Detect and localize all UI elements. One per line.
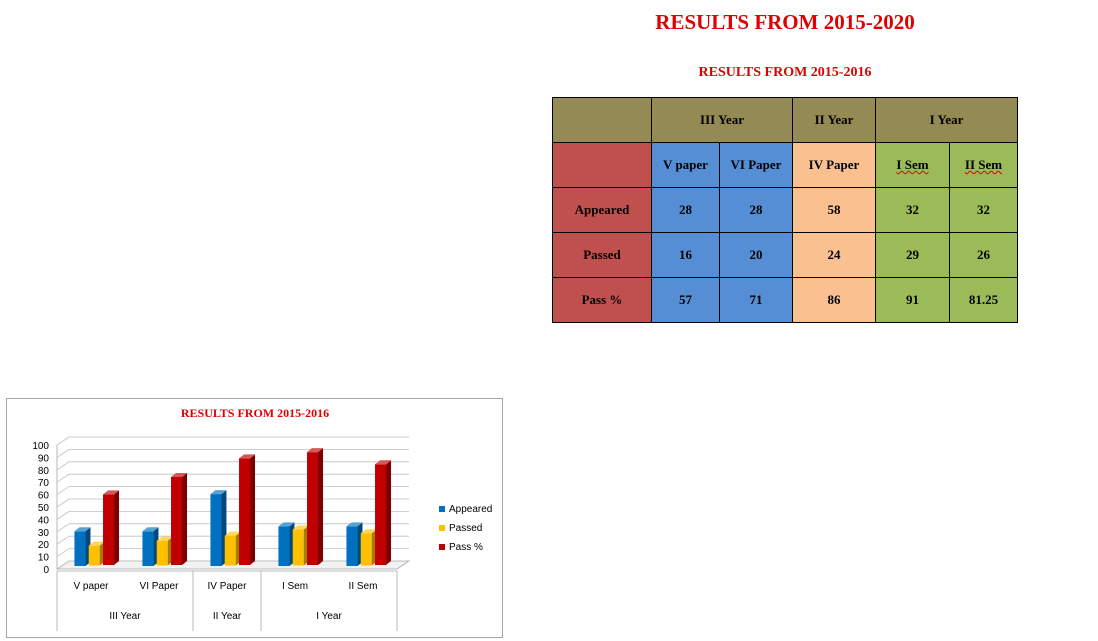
legend-label: Appeared [449,504,492,515]
cell-pass-percent-i-sem: 91 [875,277,950,323]
group-header-i-year: I Year [875,97,1018,143]
x-tick-label-v-paper: V paper [73,581,109,592]
row-header-blank-cell [552,142,652,188]
bar-appeared-vi-paper [142,527,159,566]
cell-passed-ii-sem: 26 [949,232,1018,278]
cell-passed-vi-paper: 20 [719,232,793,278]
cell-appeared-iv-paper: 58 [792,187,876,233]
bar-passed-ii-sem [360,529,377,566]
bar-pass-percent-i-sem [307,448,324,565]
chart-bars [74,448,392,566]
x-tick-label-i-sem: I Sem [282,581,308,592]
page-title: RESULTS FROM 2015-2020 [655,10,915,34]
y-tick-label: 70 [38,478,50,489]
group-header-iii-year: III Year [651,97,793,143]
chart-x-axis: V paper VI Paper IV Paper I Sem II Sem III Ye… [56,570,398,631]
legend-item-pass-percent: Pass % [439,542,483,553]
table-row-pass-percent: Pass % 57 71 86 91 81.25 [552,277,1018,323]
y-tick-label: 80 [38,466,50,477]
bar-pass-percent-ii-sem [375,460,392,565]
bar-appeared-iv-paper [210,490,227,566]
bar-pass-percent-iv-paper [239,454,256,565]
gridline [56,436,409,446]
bar-appeared-ii-sem [346,522,363,566]
chart-legend: Appeared Passed Pass % [439,504,492,553]
bar-passed-i-sem [292,525,309,566]
row-label-passed: Passed [552,232,652,278]
row-label-appeared: Appeared [552,187,652,233]
y-tick-label: 100 [32,441,49,452]
column-header-i-sem-label: I Sem [896,157,929,172]
legend-item-passed: Passed [439,523,482,534]
group-header-ii-year: II Year [792,97,876,143]
legend-swatch [439,506,445,512]
table-row-passed: Passed 16 20 24 29 26 [552,232,1018,278]
column-header-ii-sem: II Sem [949,142,1018,188]
bar-pass-percent-v-paper [103,490,120,565]
cell-appeared-ii-sem: 32 [949,187,1018,233]
cell-passed-v-paper: 16 [651,232,720,278]
cell-pass-percent-ii-sem: 81.25 [949,277,1018,323]
gridline [56,523,409,533]
row-label-pass-percent: Pass % [552,277,652,323]
bar-appeared-i-sem [278,522,295,566]
gridline [56,449,409,458]
x-group-label-i-year: I Year [316,611,342,622]
y-tick-label: 30 [38,528,50,539]
gridline [56,498,409,508]
column-header-i-sem: I Sem [875,142,950,188]
gridline [56,461,409,471]
cell-pass-percent-v-paper: 57 [651,277,720,323]
x-tick-label-ii-sem: II Sem [349,581,378,592]
y-tick-label: 10 [38,553,50,564]
column-header-ii-sem-label: II Sem [964,157,1003,172]
gridline [56,486,409,495]
bar-passed-iv-paper [224,531,241,566]
cell-appeared-i-sem: 32 [875,187,950,233]
table-group-header-row: III Year II Year I Year [552,97,1018,143]
bar-passed-vi-paper [156,536,173,566]
cell-passed-i-sem: 29 [875,232,950,278]
x-group-label-ii-year: II Year [213,611,242,622]
table-corner-cell [552,97,652,143]
y-tick-label: 60 [38,491,50,502]
legend-swatch [439,544,445,550]
x-group-label-iii-year: III Year [109,611,141,622]
legend-swatch [439,525,445,531]
cell-pass-percent-vi-paper: 71 [719,277,793,323]
results-chart: RESULTS FROM 2015-2016 0 10 20 30 40 50 60 70 80… [6,398,503,638]
bar-pass-percent-vi-paper [171,472,188,565]
gridline [56,511,409,520]
x-tick-label-iv-paper: IV Paper [208,581,248,592]
table-column-header-row: V paper VI Paper IV Paper I Sem II Sem [552,142,1018,188]
chart-gridlines [55,436,411,570]
y-tick-label: 40 [38,515,50,526]
cell-appeared-vi-paper: 28 [719,187,793,233]
column-header-v-paper: V paper [651,142,720,188]
cell-pass-percent-iv-paper: 86 [792,277,876,323]
y-tick-label: 20 [38,540,50,551]
cell-appeared-v-paper: 28 [651,187,720,233]
table-row-appeared: Appeared 28 28 58 32 32 [552,187,1018,233]
legend-label: Passed [449,523,482,534]
column-header-vi-paper: VI Paper [719,142,793,188]
bar-appeared-v-paper [74,527,91,566]
column-header-iv-paper: IV Paper [792,142,876,188]
legend-item-appeared: Appeared [439,504,492,515]
cell-passed-iv-paper: 24 [792,232,876,278]
results-table: III Year II Year I Year V paper VI Paper… [552,97,1018,323]
y-tick-label: 0 [43,565,49,576]
x-tick-label-vi-paper: VI Paper [140,581,180,592]
y-tick-label: 50 [38,503,50,514]
y-tick-label: 90 [38,453,50,464]
bar-passed-v-paper [88,541,105,566]
gridline [56,473,409,483]
table-title: RESULTS FROM 2015-2016 [698,65,872,80]
legend-label: Pass % [449,542,483,553]
chart-title: RESULTS FROM 2015-2016 [181,406,329,420]
